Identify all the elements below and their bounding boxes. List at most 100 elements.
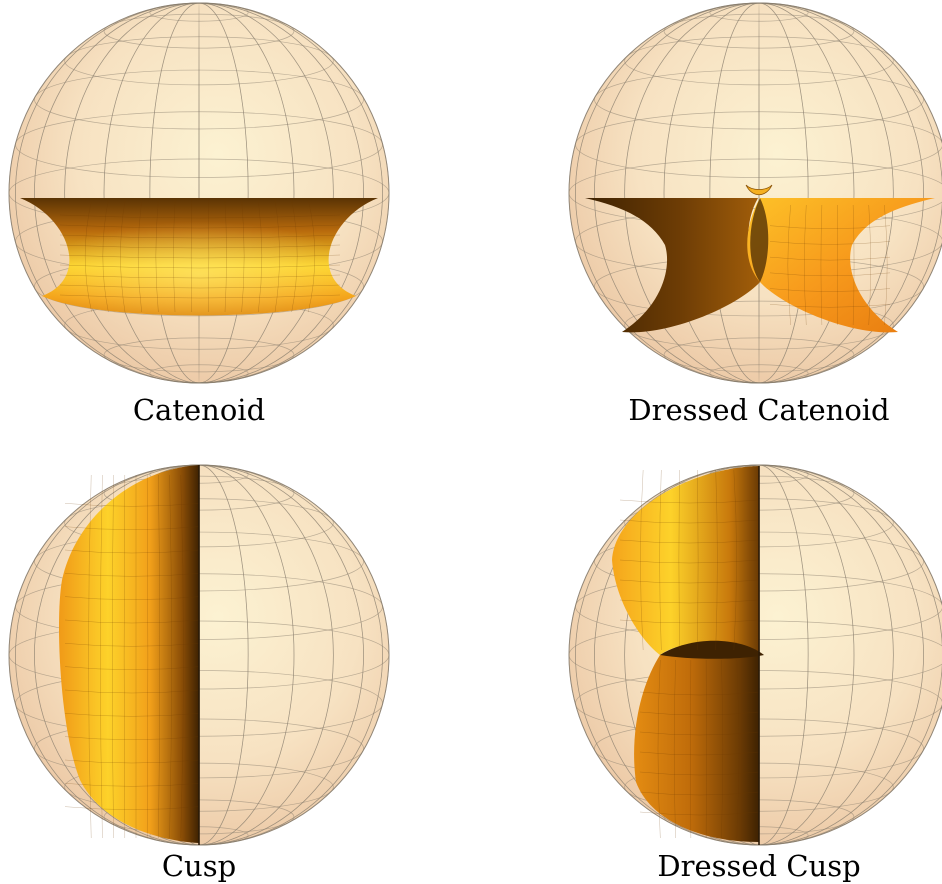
surface-mesh-line [619,619,760,624]
caption-dressed-catenoid: Dressed Catenoid [628,393,889,427]
surface-mesh-line [733,469,737,651]
surface-mesh-line [158,474,160,839]
surface-mesh-line [639,771,760,776]
caption-cusp: Cusp [162,849,236,883]
surface-mesh-line [715,469,718,651]
surface-mesh-line [619,559,760,564]
surface-mesh-line [59,234,341,239]
caption-dressed-cusp: Dressed Cusp [657,849,860,883]
surface-mesh-line [155,199,159,313]
grid-longitude [575,2,942,384]
surface-mesh-line [64,666,200,670]
surface-mesh-line [291,199,298,313]
surface-mesh-line [64,759,200,764]
surface-mesh-line [88,474,92,839]
surface-mesh-line [173,199,176,313]
surface-mesh-line [64,503,200,507]
cusp-surface [59,465,200,843]
panel-catenoid: Catenoid [8,2,390,427]
surface-mesh-line [84,199,92,313]
grid-latitude [594,69,924,130]
surface-mesh-line [619,519,760,524]
dressed-cusp-surface [612,466,764,842]
surface-mesh-line [787,204,791,326]
surface-mesh-line [657,659,661,839]
surface-mesh-line [64,713,200,717]
surface-mesh-line [769,225,891,229]
surface-mesh-line [224,199,227,313]
grid-latitude [663,13,855,49]
surface-mesh-line [721,659,724,839]
grid-latitude [624,36,894,86]
surface-mesh-line [769,288,891,292]
dressed-catenoid-surface [585,184,935,333]
surface-mesh-line [64,643,200,647]
surface-mesh-line [64,596,200,600]
surface-mesh-line [258,199,263,313]
surface-mesh-line [619,579,760,584]
surface-mesh-line [59,284,341,289]
panel-dressed-cusp: Dressed Cusp [568,464,942,883]
grid-longitude [15,2,383,384]
grid-latitude [709,364,809,383]
surface-mesh-line [697,469,699,651]
surface-mesh-line [639,791,760,796]
surface-mesh-line [673,659,676,839]
grid-latitude [624,300,894,350]
surface-mesh-line [169,474,172,839]
surface-mesh-line [59,274,341,279]
surface-mesh-line [639,751,760,756]
surface-mesh-line [100,474,103,839]
sphere-catenoid [8,2,390,384]
panel-cusp: Cusp [8,464,390,883]
surface-mesh-line [639,711,760,716]
surface-mesh-line [659,469,662,651]
surface-mesh-line [59,244,341,249]
surface-mesh-line [64,806,200,810]
surface-mesh-line [59,224,341,229]
grid-latitude [103,337,295,373]
surface-mesh-line [59,254,341,259]
grid-latitude [709,3,809,22]
surface-mesh-line [769,304,891,308]
surface-mesh-line [64,573,200,577]
grid-latitude [34,69,364,130]
surface-mesh-line [180,474,184,839]
surface-mesh-line [112,474,114,839]
surface-mesh-line [804,204,807,326]
surface-mesh-line [639,811,760,816]
grid-latitude [103,13,295,49]
surface-mesh-line [736,659,740,839]
surface-mesh-line [852,204,855,326]
surface-mesh-line [619,539,760,544]
surface-mesh-line [146,474,149,839]
surface-mesh-line [120,199,126,313]
surface-mesh-line [639,731,760,736]
surface-mesh-line [769,272,891,277]
surface-mesh-line [820,204,823,326]
surface-mesh-line [59,214,341,219]
surface-mesh-line [769,256,891,261]
grid-latitude [663,337,855,373]
surface-mesh-line [64,689,200,694]
surface-mesh-line [102,199,109,313]
surface-mesh-line [137,199,142,313]
surface-mesh-line [64,526,200,530]
surface-mesh-line [619,499,760,504]
surface-mesh-line [208,199,210,313]
surface-mesh-line [64,549,200,554]
surface-mesh-line [619,599,760,604]
surface-mesh-line [868,204,871,326]
surface-mesh-line [59,264,341,269]
surface-mesh-line [274,199,280,313]
surface-mesh-line [639,691,760,696]
panel-dressed-catenoid: Dressed Catenoid [568,2,942,427]
caption-catenoid: Catenoid [133,393,265,427]
surface-mesh-line [64,736,200,740]
grid-latitude [64,36,334,86]
surface-mesh-line [241,199,245,313]
grid-latitude [149,3,249,22]
surface-mesh-line [64,783,200,787]
surface-mesh-line [123,474,126,839]
